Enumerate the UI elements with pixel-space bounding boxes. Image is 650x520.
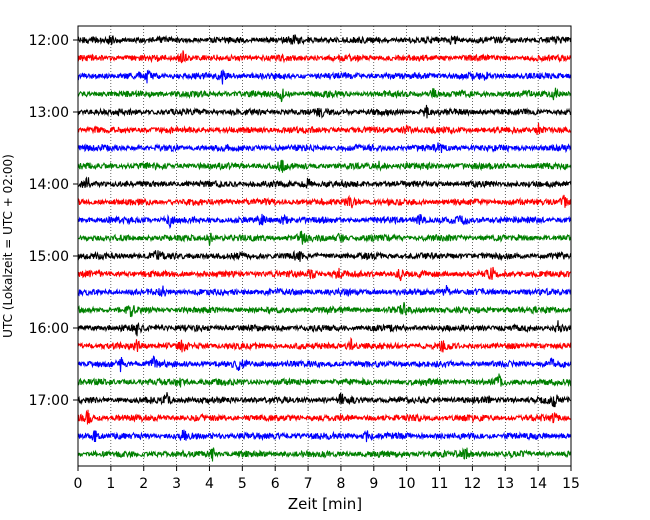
trace-1200 — [77, 34, 572, 46]
trace-1345 — [77, 159, 572, 173]
y-axis-label: UTC (Lokalzeit = UTC + 02:00) — [1, 154, 15, 338]
x-tick-label-7: 7 — [304, 476, 313, 492]
x-tick-label-10: 10 — [398, 476, 416, 492]
trace-1430 — [77, 213, 572, 230]
y-tick-label-3: 15:00 — [29, 249, 69, 265]
x-tick-label-1: 1 — [106, 476, 115, 492]
x-tick-label-11: 11 — [431, 476, 449, 492]
x-tick-label-15: 15 — [562, 476, 580, 492]
trace-1645 — [77, 373, 572, 388]
x-tick-label-9: 9 — [369, 476, 378, 492]
x-tick-label-5: 5 — [238, 476, 247, 492]
plot-frame — [77, 25, 572, 467]
trace-1300 — [77, 104, 572, 119]
trace-1415 — [77, 194, 572, 209]
x-tick-label-2: 2 — [139, 476, 148, 492]
trace-1445 — [77, 230, 572, 246]
x-tick-label-13: 13 — [496, 476, 514, 492]
x-tick-label-4: 4 — [205, 476, 214, 492]
x-axis-label: Zeit [min] — [288, 495, 362, 513]
x-axis: 0 1 2 3 4 5 6 7 8 9 10 11 12 13 14 15 — [74, 466, 580, 492]
trace-group — [77, 34, 572, 462]
trace-1330 — [77, 142, 572, 154]
trace-1745 — [77, 447, 572, 462]
y-tick-label-2: 14:00 — [29, 177, 69, 193]
trace-1245 — [77, 87, 572, 103]
trace-1700 — [77, 392, 572, 408]
y-tick-label-4: 16:00 — [29, 321, 69, 337]
x-tick-label-14: 14 — [529, 476, 547, 492]
x-tick-label-12: 12 — [463, 476, 481, 492]
x-tick-label-8: 8 — [336, 476, 345, 492]
trace-1715 — [77, 409, 572, 425]
trace-1230 — [77, 69, 572, 85]
trace-1615 — [77, 336, 572, 353]
trace-1315 — [77, 122, 572, 136]
y-tick-label-0: 12:00 — [29, 33, 69, 49]
trace-1630 — [77, 355, 572, 373]
trace-1600 — [77, 320, 572, 337]
x-tick-label-0: 0 — [74, 476, 83, 492]
x-tick-label-3: 3 — [172, 476, 181, 492]
trace-1500 — [77, 249, 572, 262]
trace-1215 — [77, 50, 572, 64]
trace-1530 — [77, 284, 572, 298]
trace-1545 — [77, 302, 572, 318]
y-axis: 12:00 13:00 14:00 15:00 16:00 17:00 — [29, 33, 78, 409]
x-tick-label-6: 6 — [271, 476, 280, 492]
trace-1730 — [77, 429, 572, 443]
y-tick-label-5: 17:00 — [29, 393, 69, 409]
y-tick-label-1: 13:00 — [29, 105, 69, 121]
trace-1515 — [77, 266, 572, 282]
trace-1400 — [77, 176, 572, 189]
grid-lines — [110, 26, 539, 466]
